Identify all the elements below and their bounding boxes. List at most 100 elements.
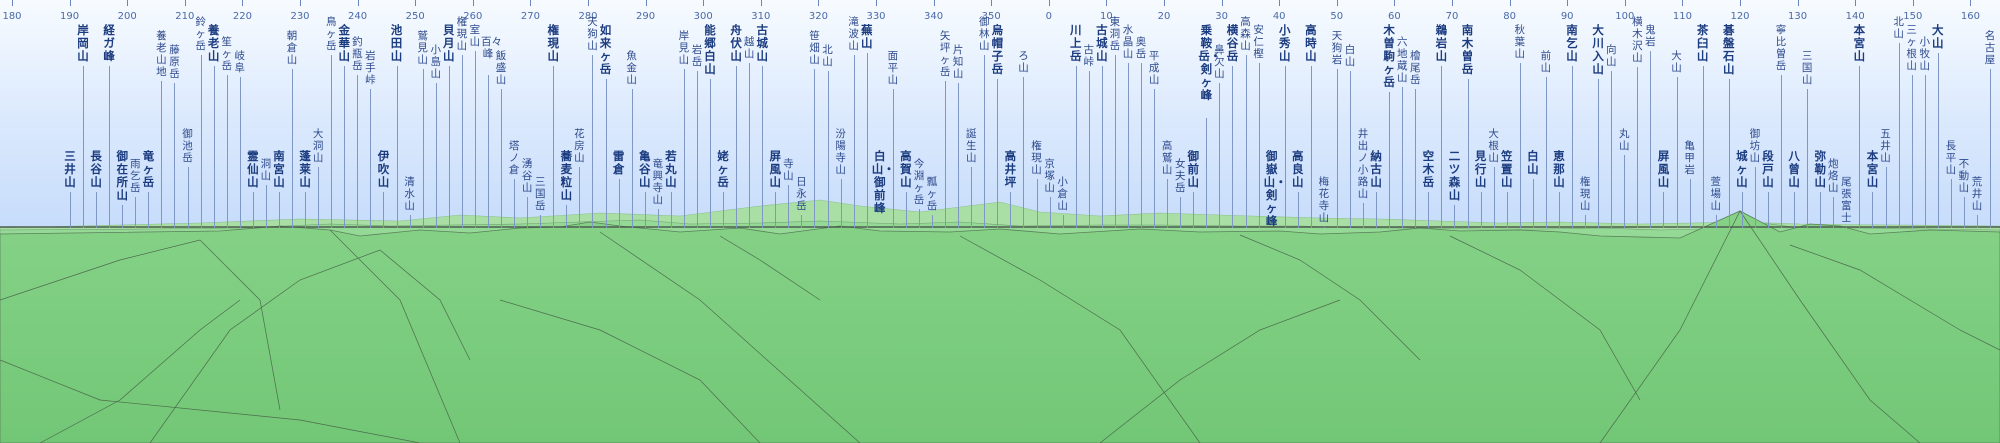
peak-name: 高森山 xyxy=(1240,16,1251,52)
peak-name: 岩手峠 xyxy=(365,50,376,86)
peak-name: 岐阜 xyxy=(234,50,246,74)
peak-name: 水晶山 xyxy=(1122,24,1134,60)
peak-leader-line xyxy=(540,215,542,228)
scale-tick xyxy=(1855,0,1857,6)
scale-tick xyxy=(818,0,820,6)
peak-name: 藤原岳 xyxy=(169,44,180,80)
peak-name: 北山 xyxy=(822,44,833,68)
peak-name: 日永岳 xyxy=(796,176,807,212)
peak-leader-line xyxy=(670,192,672,228)
peak-leader-line xyxy=(1898,43,1900,228)
peak-name: 段戸山 xyxy=(1762,149,1774,189)
peak-name: 城ヶ山 xyxy=(1736,149,1748,189)
peak-leader-line xyxy=(1402,87,1404,228)
peak-name: 高井坪 xyxy=(1004,149,1017,189)
peak-name: 岸見山 xyxy=(678,30,690,66)
peak-leader-line xyxy=(1010,192,1012,228)
scale-degree-label: 100 xyxy=(1615,11,1635,22)
peak-leader-line xyxy=(1036,179,1038,228)
peak-name: 横木沢山 xyxy=(1632,16,1643,64)
scale-degree-label: 0 xyxy=(1045,11,1052,22)
peak-leader-line xyxy=(775,192,777,228)
peak-name: 鼻欠山 xyxy=(1214,44,1225,80)
scale-tick xyxy=(1279,0,1281,6)
scale-degree-label: 220 xyxy=(232,11,252,22)
peak-leader-line xyxy=(945,81,947,228)
peak-name: 平成山 xyxy=(1148,50,1160,86)
peak-leader-line xyxy=(200,55,202,228)
peak-name: 貝月山 xyxy=(443,23,455,63)
peak-leader-line xyxy=(318,167,320,228)
peak-name: 御在所山 xyxy=(116,149,128,202)
peak-name: 萱場山 xyxy=(1710,176,1721,212)
peak-leader-line xyxy=(344,66,346,228)
peak-name: 鬼岩 xyxy=(1645,24,1656,48)
peak-leader-line xyxy=(1193,192,1195,228)
peak-name: 鈴ヶ岳 xyxy=(195,16,206,52)
peak-name: 権現山 xyxy=(1031,140,1042,176)
peak-leader-line xyxy=(1258,63,1260,228)
scale-tick xyxy=(1682,0,1684,6)
scale-tick xyxy=(1509,0,1511,6)
scale-degree-label: 290 xyxy=(636,11,656,22)
peak-name: 高時山 xyxy=(1305,23,1317,63)
peak-name: 魚金山 xyxy=(626,50,637,86)
peak-leader-line xyxy=(474,51,476,228)
peak-leader-line xyxy=(331,55,333,228)
peak-name: 大根山 xyxy=(1488,128,1499,164)
peak-leader-line xyxy=(1389,92,1391,228)
scale-tick xyxy=(415,0,417,6)
peak-leader-line xyxy=(762,66,764,228)
scale-tick xyxy=(645,0,647,6)
peak-name: 高良山 xyxy=(1292,149,1304,189)
scale-tick xyxy=(12,0,13,6)
peak-name: 長谷山 xyxy=(90,149,102,189)
peak-leader-line xyxy=(1506,192,1508,228)
scale-degree-label: 230 xyxy=(290,11,310,22)
peak-name: 塔ノ倉 xyxy=(508,140,520,176)
peak-leader-line xyxy=(396,66,398,228)
peak-leader-line xyxy=(1323,227,1325,228)
peak-leader-line xyxy=(96,192,98,228)
peak-leader-line xyxy=(1689,179,1691,228)
peak-name: 天狗山 xyxy=(587,16,598,52)
peak-leader-line xyxy=(710,79,711,228)
peak-name: 御前山 xyxy=(1187,149,1200,189)
terrain-contours xyxy=(0,210,2000,443)
scale-degree-label: 130 xyxy=(1788,11,1808,22)
peak-leader-line xyxy=(1023,77,1025,228)
peak-name: 大川入山 xyxy=(1592,23,1604,76)
peak-leader-line xyxy=(357,75,359,228)
peak-name: 朝倉山 xyxy=(286,30,298,66)
peak-leader-line xyxy=(683,69,685,228)
peak-leader-line xyxy=(1572,66,1574,228)
peak-leader-line xyxy=(657,209,659,228)
peak-leader-line xyxy=(1180,197,1182,228)
peak-leader-line xyxy=(918,209,920,228)
scale-tick xyxy=(530,0,532,6)
scale-tick xyxy=(1970,0,1972,6)
peak-name: 竜興寺山 xyxy=(652,158,664,206)
peak-leader-line xyxy=(1376,192,1378,228)
peak-name: 秋葉山 xyxy=(1514,24,1526,60)
peak-leader-line xyxy=(501,89,503,228)
peak-leader-line xyxy=(788,185,790,228)
peak-leader-line xyxy=(135,197,137,228)
scale-tick xyxy=(69,0,71,6)
scale-degree-label: 140 xyxy=(1845,11,1865,22)
peak-name: 白山 xyxy=(1527,149,1539,176)
peak-name: 不動山 xyxy=(1958,158,1970,194)
peak-name: 岩岳 xyxy=(691,44,703,68)
peak-leader-line xyxy=(1976,215,1978,228)
scale-degree-label: 210 xyxy=(175,11,195,22)
peak-leader-line xyxy=(1127,63,1129,228)
peak-name: 百々峰 xyxy=(480,36,502,60)
peak-leader-line xyxy=(1937,53,1939,228)
peak-name: 如来ヶ岳 xyxy=(599,23,612,76)
peak-leader-line xyxy=(1284,66,1286,228)
peak-name: 前山 xyxy=(1540,50,1552,74)
peak-name: 権現山 xyxy=(456,16,468,52)
scale-degree-label: 10 xyxy=(1100,11,1113,22)
peak-name: 烏帽子岳 xyxy=(991,23,1004,76)
